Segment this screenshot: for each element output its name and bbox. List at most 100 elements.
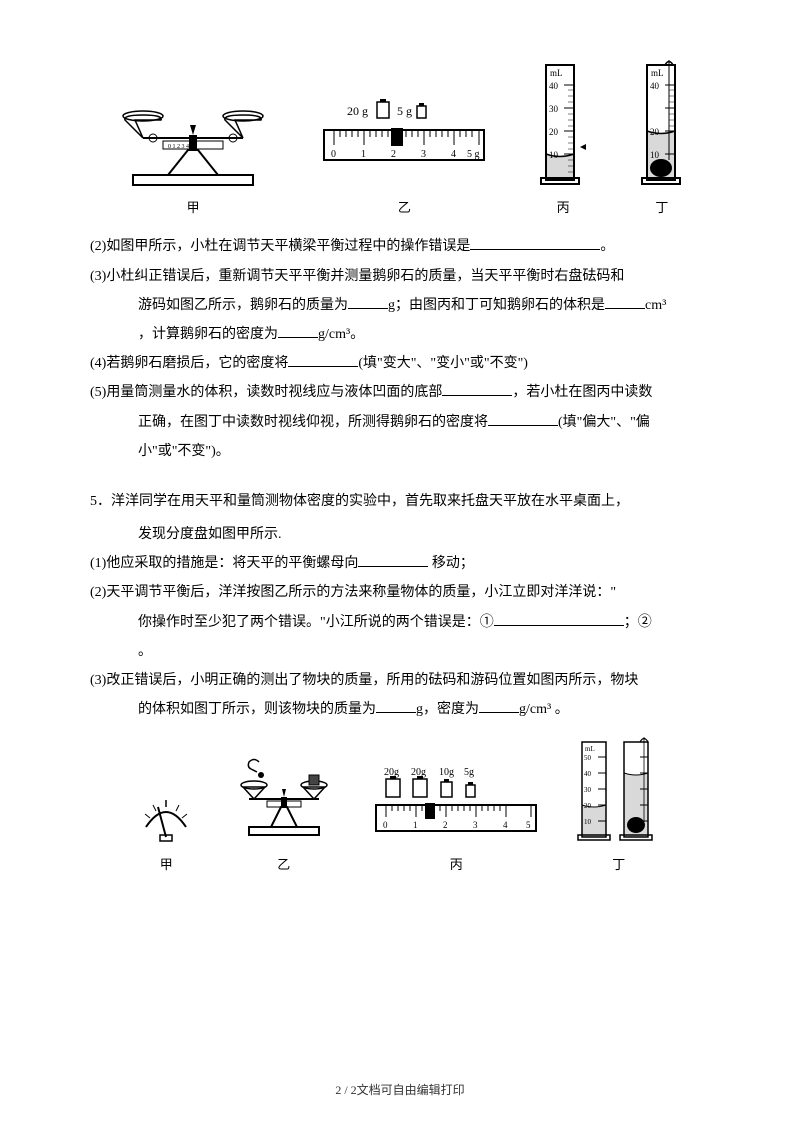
question-5a: (5)用量筒测量水的体积，读数时视线应与液体凹面的底部 ，若小杜在图丙中读数 (90, 380, 710, 405)
svg-text:40: 40 (650, 81, 660, 91)
figure-jia-top: 0 1 2 3 4 5 甲 (113, 90, 273, 219)
q5a-text-a: (5)用量筒测量水的体积，读数时视线应与液体凹面的底部 (90, 385, 442, 400)
question-3-cont: 游码如图乙所示，鹅卵石的质量为 g；由图丙和丁可知鹅卵石的体积是 cm³ (90, 293, 710, 318)
svg-text:5: 5 (526, 820, 531, 830)
question-4: (4)若鹅卵石磨损后，它的密度将(填"变大"、"变小"或"不变") (90, 351, 710, 376)
question-3-cont-2: ，计算鹅卵石的密度为 g/cm³。 (90, 322, 710, 347)
svg-text:0 1 2 3 4 5: 0 1 2 3 4 5 (168, 144, 194, 150)
weights-ruler-svg: 20g 20g 10g 5g (371, 767, 541, 847)
q5a-blank-1[interactable] (442, 380, 512, 396)
svg-text:2: 2 (391, 149, 396, 160)
question-5-3: (3)改正错误后，小明正确的测出了物块的质量，所用的砝码和游码位置如图丙所示，物… (90, 668, 710, 693)
q5-2-text-d: 。 (138, 644, 152, 659)
question-5a-cont: 正确，在图丁中读数时视线仰视，所测得鹅卵石的密度将 (填"偏大"、"偏 (90, 410, 710, 435)
figure-ding-top: mL 40 20 10 丁 (637, 60, 687, 219)
fig-label-bing: 丙 (557, 196, 570, 219)
fig-label-jia-b: 甲 (160, 853, 173, 876)
svg-text:40: 40 (584, 770, 592, 778)
q2-blank[interactable] (470, 234, 600, 250)
weight-5g-text: 5 g (397, 104, 412, 118)
figure-bing-bottom: 20g 20g 10g 5g (371, 767, 541, 876)
ruler-weights-svg: 20 g 5 g 0 (319, 90, 489, 190)
svg-text:mL: mL (585, 745, 595, 753)
q5main-text-b: 发现分度盘如图甲所示. (138, 527, 282, 542)
q5-3-blank-1[interactable] (376, 697, 416, 713)
figure-jia-bottom: 甲 (136, 787, 196, 876)
q5-3-blank-2[interactable] (479, 697, 519, 713)
svg-text:4: 4 (451, 149, 456, 160)
q3-text-c: g；由图丙和丁可知鹅卵石的体积是 (388, 298, 605, 313)
q5-1-blank[interactable] (358, 551, 428, 567)
svg-text:0: 0 (331, 149, 336, 160)
svg-text:2: 2 (443, 820, 448, 830)
q3-text-f: g/cm³。 (318, 327, 364, 342)
question-5-2: (2)天平调节平衡后，洋洋按图乙所示的方法来称量物体的质量，小江立即对洋洋说：" (90, 580, 710, 605)
svg-text:1: 1 (413, 820, 418, 830)
svg-text:3: 3 (421, 149, 426, 160)
figure-row-bottom: 甲 乙 20g 20g (90, 737, 710, 876)
q5a-blank-2[interactable] (488, 410, 558, 426)
svg-text:3: 3 (473, 820, 478, 830)
svg-text:4: 4 (503, 820, 508, 830)
q5-1-text-b: 移动； (428, 556, 474, 571)
svg-text:40: 40 (549, 81, 559, 91)
weight-20g-text: 20 g (347, 104, 368, 118)
footer-page: 2 / 2 (335, 1083, 356, 1097)
cylinder-bing-svg: mL 40 30 20 10 (536, 60, 591, 190)
question-5-main-cont: 发现分度盘如图甲所示. (90, 522, 710, 547)
q5-1-text-a: (1)他应采取的措施是：将天平的平衡螺母向 (90, 556, 358, 571)
q3-text-d: cm³ (645, 298, 666, 313)
figure-bing-top: mL 40 30 20 10 丙 (536, 60, 591, 219)
svg-text:mL: mL (651, 68, 664, 78)
svg-text:5 g: 5 g (467, 149, 480, 160)
q3-blank-2[interactable] (605, 293, 645, 309)
svg-text:1: 1 (361, 149, 366, 160)
fig-label-ding: 丁 (655, 196, 668, 219)
balance-scale-svg: 0 1 2 3 4 5 (113, 90, 273, 190)
question-5a-cont-2: 小"或"不变")。 (90, 439, 710, 464)
q5a-text-c: 正确，在图丁中读数时视线仰视，所测得鹅卵石的密度将 (138, 415, 488, 430)
svg-text:5g: 5g (464, 767, 474, 778)
page-footer: 2 / 2文档可自由编辑打印 (0, 1080, 800, 1102)
q5-3-text-b: 的体积如图丁所示，则该物块的质量为 (138, 702, 376, 717)
figure-row-top: 0 1 2 3 4 5 甲 20 g 5 g (90, 60, 710, 219)
svg-text:20g: 20g (384, 767, 399, 778)
q5-3-text-d: g/cm³ 。 (519, 702, 569, 717)
dial-svg (136, 787, 196, 847)
question-5-1: (1)他应采取的措施是：将天平的平衡螺母向 移动； (90, 551, 710, 576)
fig-label-yi-b: 乙 (277, 853, 290, 876)
fig-label-yi: 乙 (398, 196, 411, 219)
figure-ding-bottom: mL 50 40 30 20 10 丁 (574, 737, 664, 876)
question-5-2-cont-2: 。 (90, 639, 710, 664)
svg-text:10g: 10g (439, 767, 454, 778)
balance-hand-svg (229, 757, 339, 847)
cylinder-ding-svg: mL 40 20 10 (637, 60, 687, 190)
two-cylinders-svg: mL 50 40 30 20 10 (574, 737, 664, 847)
q5a-text-b: ，若小杜在图丙中读数 (512, 385, 652, 400)
footer-note: 文档可自由编辑打印 (357, 1083, 465, 1097)
fig-label-jia: 甲 (187, 196, 200, 219)
q3-text-b: 游码如图乙所示，鹅卵石的质量为 (138, 298, 348, 313)
q3-blank-3[interactable] (278, 322, 318, 338)
figure-yi-top: 20 g 5 g 0 (319, 90, 489, 219)
q4-blank[interactable] (288, 351, 358, 367)
q5a-text-e: 小"或"不变")。 (138, 444, 230, 459)
svg-text:20g: 20g (411, 767, 426, 778)
fig-label-bing-b: 丙 (450, 853, 463, 876)
svg-text:mL: mL (550, 68, 563, 78)
question-5-main: 5．洋洋同学在用天平和量筒测物体密度的实验中，首先取来托盘天平放在水平桌面上， (90, 489, 710, 514)
q2-text-a: (2)如图甲所示，小杜在调节天平横梁平衡过程中的操作错误是 (90, 239, 470, 254)
q5-3-text-a: (3)改正错误后，小明正确的测出了物块的质量，所用的砝码和游码位置如图丙所示，物… (90, 673, 638, 688)
q5-2-text-c: ；② (624, 615, 652, 630)
svg-text:50: 50 (584, 754, 592, 762)
q3-text-a: (3)小杜纠正错误后，重新调节天平平衡并测量鹅卵石的质量，当天平平衡时右盘砝码和 (90, 269, 624, 284)
q5-2-text-a: (2)天平调节平衡后，洋洋按图乙所示的方法来称量物体的质量，小江立即对洋洋说：" (90, 585, 616, 600)
q3-text-e: ，计算鹅卵石的密度为 (138, 327, 278, 342)
svg-text:30: 30 (549, 104, 559, 114)
q5-2-blank-1[interactable] (494, 610, 624, 626)
question-2: (2)如图甲所示，小杜在调节天平横梁平衡过程中的操作错误是。 (90, 234, 710, 259)
q3-blank-1[interactable] (348, 293, 388, 309)
svg-text:30: 30 (584, 786, 592, 794)
q5a-text-d: (填"偏大"、"偏 (558, 415, 650, 430)
q5-2-text-b: 你操作时至少犯了两个错误。"小江所说的两个错误是：① (138, 615, 494, 630)
